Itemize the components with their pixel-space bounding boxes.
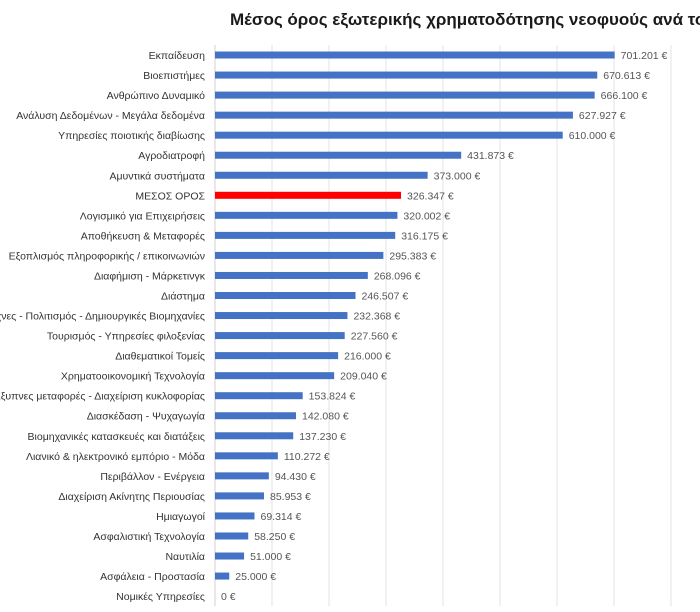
data-label: 142.080 € xyxy=(302,411,349,423)
data-label: 85.953 € xyxy=(270,491,311,503)
data-label: 373.000 € xyxy=(434,170,481,182)
data-label: 246.507 € xyxy=(362,291,409,303)
bar xyxy=(215,332,345,340)
data-label: 110.272 € xyxy=(284,451,330,463)
data-label: 431.873 € xyxy=(467,150,514,162)
bar xyxy=(215,512,255,520)
data-label: 326.347 € xyxy=(407,190,454,202)
category-label: ΜΕΣΟΣ ΟΡΟΣ xyxy=(135,190,205,202)
data-label: 701.201 € xyxy=(621,50,668,62)
data-label: 232.368 € xyxy=(353,311,400,323)
category-label: Ναυτιλία xyxy=(165,551,205,563)
bar xyxy=(215,211,398,219)
category-label: Λογισμικό για Επιχειρήσεις xyxy=(80,210,205,222)
bar xyxy=(215,372,335,380)
bar xyxy=(215,191,402,199)
category-label: Διασκέδαση - Ψυχαγωγία xyxy=(87,411,205,423)
bar xyxy=(215,392,303,400)
category-label: Εκπαίδευση xyxy=(149,50,206,62)
bar xyxy=(215,432,294,440)
bar xyxy=(215,452,278,460)
category-label: Βιομηχανικές κατασκευές και διατάξεις xyxy=(28,431,205,443)
data-label: 209.040 € xyxy=(340,371,387,383)
data-label: 58.250 € xyxy=(254,531,295,543)
category-label: Διάστημα xyxy=(161,291,205,303)
data-label: 268.096 € xyxy=(374,270,421,282)
data-label: 94.430 € xyxy=(275,471,316,483)
bar xyxy=(215,292,356,299)
category-label: Νομικές Υπηρεσίες xyxy=(116,591,205,603)
category-label: Χρηματοοικονομική Τεχνολογία xyxy=(61,371,205,383)
category-label: Έξυπνες μεταφορές - Διαχείριση κυκλοφορί… xyxy=(0,391,205,403)
bar xyxy=(215,472,269,480)
category-label: Εξοπλισμός πληροφορικής / επικοινωνιών xyxy=(9,250,205,262)
category-label: Αγροδιατροφή xyxy=(138,150,205,162)
category-label: Ασφαλιστική Τεχνολογία xyxy=(93,531,205,543)
category-label: Τουρισμός - Υπηρεσίες φιλοξενίας xyxy=(47,331,205,343)
bar xyxy=(215,251,384,259)
category-label: Ασφάλεια - Προστασία xyxy=(100,571,205,583)
data-label: 227.560 € xyxy=(351,331,398,343)
data-label: 295.383 € xyxy=(389,250,436,262)
data-label: 25.000 € xyxy=(235,571,276,583)
category-label: Υπηρεσίες ποιοτικής διαβίωσης xyxy=(58,130,205,142)
category-label: Τέχνες - Πολιτισμός - Δημιουργικές Βιομη… xyxy=(0,311,205,323)
data-label: 316.175 € xyxy=(401,230,448,242)
data-label: 51.000 € xyxy=(250,551,291,563)
bar xyxy=(215,492,264,500)
bar xyxy=(215,352,339,360)
data-label: 670.613 € xyxy=(603,70,650,82)
bar xyxy=(215,171,428,179)
category-label: Βιοεπιστήμες xyxy=(143,70,205,82)
bar xyxy=(215,412,296,420)
data-label: 666.100 € xyxy=(601,90,648,102)
bar xyxy=(215,552,245,560)
data-label: 610.000 € xyxy=(569,130,616,142)
category-label: Ημιαγωγοί xyxy=(156,511,206,523)
bar xyxy=(215,231,396,239)
category-label: Διαθεματικοί Τομείς xyxy=(115,351,205,363)
data-label: 320.002 € xyxy=(403,210,450,222)
data-label: 69.314 € xyxy=(261,511,302,523)
bar xyxy=(215,111,573,119)
category-label: Περιβάλλον - Ενέργεια xyxy=(100,471,205,483)
bar xyxy=(215,312,348,320)
category-label: Αμυντικά συστήματα xyxy=(109,170,205,182)
bar xyxy=(215,51,615,59)
data-label: 216.000 € xyxy=(344,351,391,363)
data-label: 153.824 € xyxy=(309,391,356,403)
category-label: Αποθήκευση & Μεταφορές xyxy=(81,230,205,242)
bar xyxy=(215,71,598,79)
data-label: 0 € xyxy=(221,591,236,603)
data-label: 627.927 € xyxy=(579,110,626,122)
bar xyxy=(215,532,249,540)
bar xyxy=(215,91,595,99)
category-label: Διαχείριση Ακίνητης Περιουσίας xyxy=(58,491,205,503)
bar xyxy=(215,271,368,279)
bar xyxy=(215,131,563,139)
data-label: 137.230 € xyxy=(299,431,346,443)
category-label: Διαφήμιση - Μάρκετινγκ xyxy=(94,270,206,282)
category-label: Λιανικό & ηλεκτρονικό εμπόριο - Μόδα xyxy=(26,451,205,463)
bar xyxy=(215,572,230,580)
bar xyxy=(215,151,462,159)
category-label: Ανάλυση Δεδομένων - Μεγάλα δεδομένα xyxy=(16,110,205,122)
chart-title: Μέσος όρος εξωτερικής χρηματοδότησης νεο… xyxy=(230,10,700,29)
category-label: Ανθρώπινο Δυναμικό xyxy=(107,90,206,102)
